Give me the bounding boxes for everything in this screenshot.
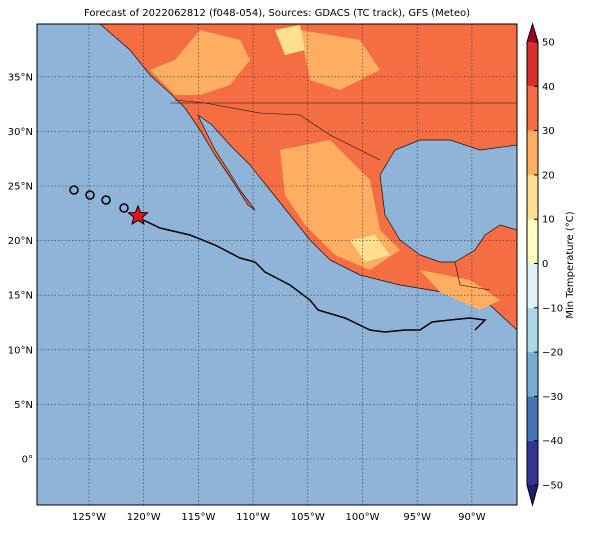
lon-label: 90°W bbox=[458, 512, 486, 523]
colorbar bbox=[526, 22, 539, 507]
borders bbox=[170, 99, 517, 291]
lon-label: 95°W bbox=[403, 512, 431, 523]
colorbar-segment bbox=[527, 440, 538, 485]
colorbar-tick-label: 20 bbox=[542, 170, 555, 181]
colorbar-tick-label: 50 bbox=[542, 38, 555, 49]
colorbar-segment bbox=[527, 174, 538, 220]
colorbar-extend-low bbox=[527, 485, 538, 505]
colorbar-label: Min Temperature (°C) bbox=[565, 211, 576, 318]
lon-label: 125°W bbox=[72, 512, 106, 523]
colorbar-extend-high bbox=[527, 24, 538, 42]
lat-label: 25°N bbox=[8, 182, 33, 193]
lat-label: 5°N bbox=[14, 400, 33, 411]
colorbar-tick-label: 30 bbox=[542, 126, 555, 137]
land-light bbox=[150, 30, 500, 310]
colorbar-tick-label: −30 bbox=[542, 392, 563, 403]
graticule bbox=[37, 24, 517, 505]
lat-label: 35°N bbox=[8, 72, 33, 83]
colorbar-segment bbox=[527, 307, 538, 353]
map bbox=[36, 23, 518, 506]
colorbar-segment bbox=[527, 396, 538, 441]
colorbar-tick-label: −50 bbox=[542, 481, 563, 492]
lon-label: 115°W bbox=[181, 512, 215, 523]
title: Forecast of 2022062812 (f048-054), Sourc… bbox=[84, 8, 470, 19]
colorbar-segment bbox=[527, 352, 538, 397]
colorbar-tick-label: −10 bbox=[542, 303, 563, 314]
storm-track bbox=[136, 216, 487, 333]
lat-label: 10°N bbox=[8, 345, 33, 356]
colorbar-tick-label: −40 bbox=[542, 436, 563, 447]
lon-label: 110°W bbox=[236, 512, 270, 523]
colorbar-segment bbox=[527, 86, 538, 131]
colorbar-segment bbox=[527, 42, 538, 87]
lon-label: 105°W bbox=[291, 512, 325, 523]
colorbar-tick-label: 10 bbox=[542, 215, 555, 226]
colorbar-segment bbox=[527, 219, 538, 264]
lat-label: 15°N bbox=[8, 291, 33, 302]
colorbar-tick-label: 0 bbox=[542, 259, 548, 270]
colorbar-tick-label: 40 bbox=[542, 82, 555, 93]
lon-label: 100°W bbox=[346, 512, 380, 523]
colorbar-segment bbox=[527, 263, 538, 308]
gulf-of-mexico bbox=[379, 139, 518, 263]
storm-positions bbox=[69, 185, 129, 213]
colorbar-tick-label: −20 bbox=[542, 348, 563, 359]
current-position bbox=[127, 204, 149, 226]
lat-label: 0° bbox=[22, 455, 33, 466]
colorbar-segment bbox=[527, 130, 538, 175]
map-frame bbox=[36, 23, 518, 506]
lat-label: 20°N bbox=[8, 236, 33, 247]
land-pale bbox=[275, 25, 390, 262]
lon-label: 120°W bbox=[127, 512, 161, 523]
lat-label: 30°N bbox=[8, 127, 33, 138]
